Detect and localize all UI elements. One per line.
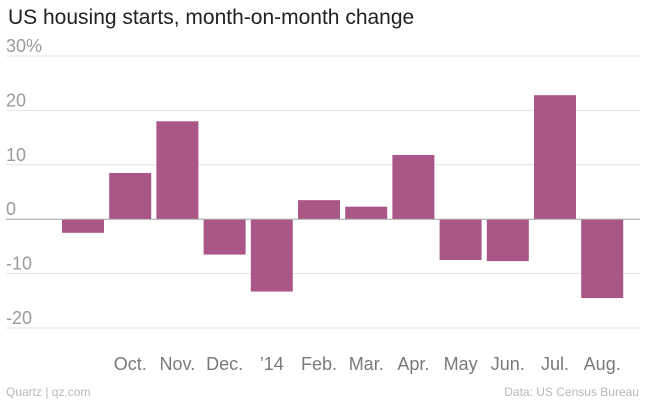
y-tick-label: 20 — [6, 90, 26, 110]
y-tick-label: 0 — [6, 199, 16, 219]
x-tick-label: ’14 — [260, 354, 284, 374]
x-tick-label: Dec. — [206, 354, 243, 374]
y-tick-label: 10 — [6, 145, 26, 165]
bar — [439, 219, 482, 260]
x-tick-label: Apr. — [397, 354, 429, 374]
bar — [62, 219, 104, 233]
bar — [581, 219, 624, 299]
x-tick-label: Aug. — [584, 354, 621, 374]
bar — [345, 206, 388, 220]
bar — [250, 219, 293, 292]
bar — [298, 200, 340, 220]
y-tick-label: -20 — [6, 308, 32, 328]
y-tick-label: 30% — [6, 36, 42, 56]
bar — [486, 219, 529, 262]
footer-source: Data: US Census Bureau — [504, 385, 639, 399]
x-tick-label: Jun. — [491, 354, 525, 374]
footer-credit: Quartz | qz.com — [6, 385, 91, 399]
bar — [109, 172, 152, 220]
x-tick-label: May — [444, 354, 478, 374]
x-tick-label: Mar. — [349, 354, 384, 374]
x-tick-label: Jul. — [541, 354, 569, 374]
chart-title: US housing starts, month-on-month change — [8, 6, 415, 29]
x-tick-label: Nov. — [160, 354, 196, 374]
bar — [534, 95, 576, 220]
x-tick-label: Feb. — [301, 354, 337, 374]
bar — [156, 121, 199, 220]
x-tick-label: Oct. — [114, 354, 147, 374]
bar — [392, 155, 435, 220]
bar — [203, 219, 246, 255]
y-tick-label: -10 — [6, 254, 32, 274]
